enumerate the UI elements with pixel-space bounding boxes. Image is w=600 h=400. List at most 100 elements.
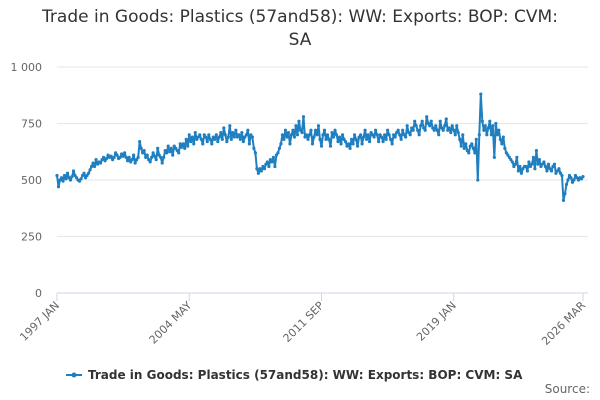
point [518, 164, 522, 169]
point [162, 155, 166, 159]
point [61, 179, 65, 183]
point [390, 142, 394, 146]
point [101, 155, 106, 159]
point [399, 137, 403, 141]
point [542, 160, 546, 164]
y-tick-label: 250 [21, 231, 42, 244]
point [190, 135, 194, 139]
point [306, 137, 310, 141]
point [289, 133, 294, 137]
point [202, 133, 206, 137]
point [337, 135, 342, 139]
point [207, 133, 211, 137]
point [280, 133, 285, 137]
point [313, 128, 318, 132]
point [229, 137, 233, 141]
y-tick-label: 750 [21, 118, 42, 131]
point [560, 173, 564, 178]
point [477, 133, 481, 137]
point [201, 142, 205, 146]
point [447, 126, 451, 130]
point [262, 167, 266, 171]
point [581, 175, 585, 179]
point [95, 162, 100, 166]
point [68, 178, 73, 182]
point [216, 139, 220, 144]
point [557, 167, 561, 171]
point [429, 119, 433, 123]
point [432, 128, 436, 132]
point [94, 158, 98, 162]
point [328, 144, 333, 148]
point [569, 176, 573, 180]
point [383, 133, 387, 137]
point [513, 162, 517, 166]
point [225, 139, 229, 144]
point [549, 169, 554, 173]
point [129, 160, 133, 164]
point [147, 158, 151, 162]
point [126, 159, 130, 163]
point [450, 124, 454, 128]
point [300, 130, 304, 135]
point [423, 128, 427, 132]
point [527, 160, 531, 164]
point [297, 119, 301, 123]
y-tick-label: 0 [35, 287, 42, 300]
point [339, 142, 343, 146]
point [453, 133, 457, 137]
point [452, 128, 456, 132]
point [363, 128, 367, 132]
point [307, 133, 312, 137]
point [342, 137, 346, 141]
point [380, 135, 384, 139]
point [494, 121, 498, 126]
point [139, 146, 143, 150]
point [570, 180, 575, 184]
point [458, 137, 462, 141]
point [141, 151, 145, 155]
point [345, 144, 349, 148]
point [334, 133, 339, 137]
point [488, 119, 492, 123]
point [183, 146, 187, 150]
point [479, 92, 483, 96]
point [231, 130, 235, 135]
point [533, 167, 537, 171]
point [413, 119, 417, 123]
point [157, 153, 161, 157]
point [292, 135, 297, 139]
point [566, 178, 570, 182]
point [483, 124, 487, 128]
point [396, 128, 400, 132]
point [318, 137, 322, 141]
point [106, 153, 110, 157]
point [118, 155, 122, 159]
x-tick-label: 2011 SEP [281, 299, 327, 345]
point [371, 133, 375, 137]
point [175, 149, 179, 153]
point [213, 137, 217, 141]
point [238, 137, 242, 141]
point [114, 151, 118, 155]
point [521, 167, 525, 171]
legend-marker [71, 372, 77, 378]
point [507, 155, 511, 159]
point [223, 133, 227, 137]
point [534, 149, 539, 153]
point [377, 139, 381, 144]
point [456, 130, 460, 135]
point [486, 126, 490, 130]
point [156, 146, 160, 150]
source: Source: [545, 382, 590, 396]
point [567, 173, 572, 178]
point [171, 153, 175, 157]
point [372, 135, 376, 139]
point [67, 176, 71, 180]
point [346, 142, 351, 146]
point [189, 139, 193, 144]
point [435, 128, 439, 132]
x-tick-label: 2004 MAY [147, 299, 195, 347]
point [178, 142, 182, 146]
point [264, 162, 268, 166]
